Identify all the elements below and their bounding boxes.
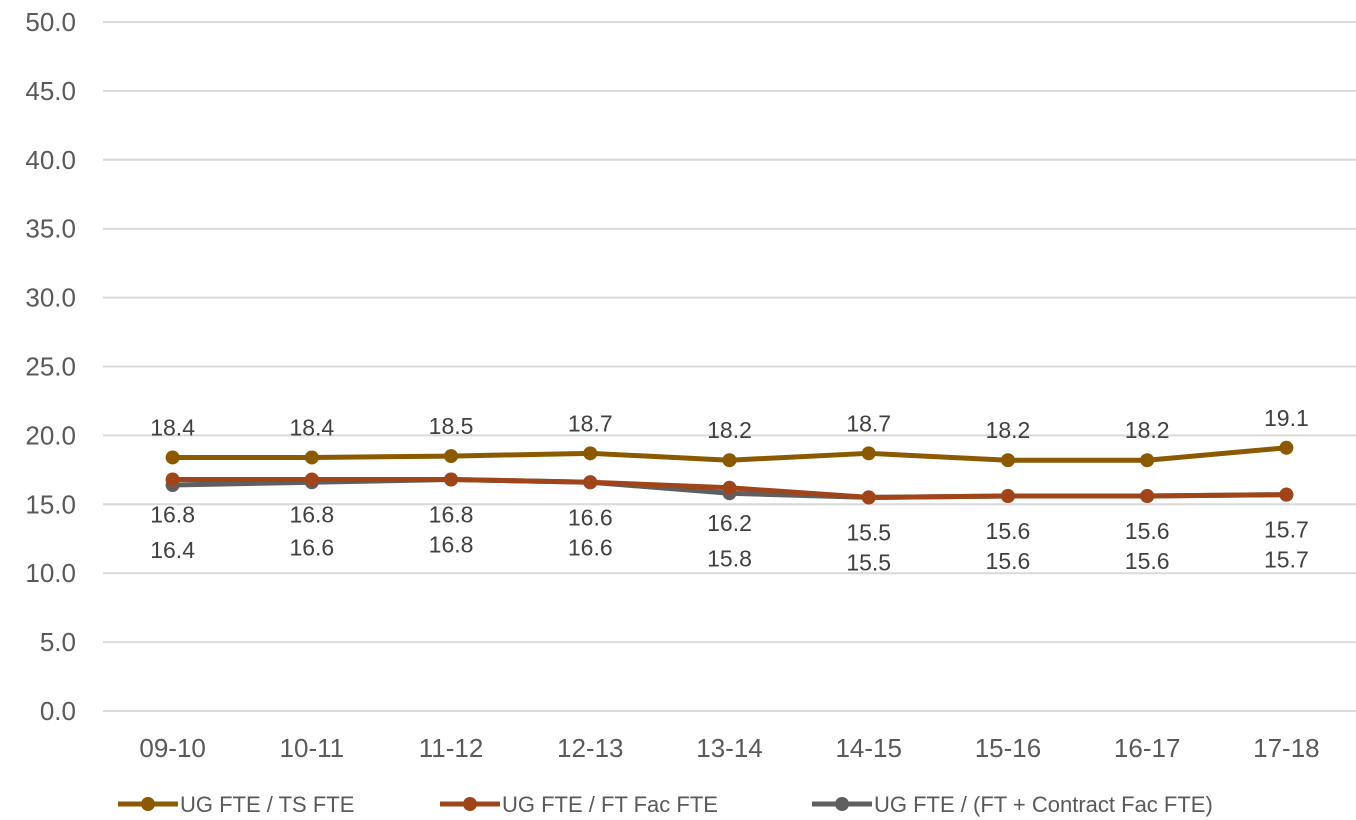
data-label: 15.5 bbox=[846, 549, 891, 575]
data-label: 15.6 bbox=[986, 518, 1031, 544]
x-tick-label: 13-14 bbox=[696, 733, 763, 763]
data-label: 18.7 bbox=[846, 410, 891, 436]
data-point bbox=[1279, 487, 1294, 502]
data-point bbox=[861, 446, 876, 461]
y-tick-label: 30.0 bbox=[25, 283, 76, 313]
data-label: 15.7 bbox=[1264, 547, 1309, 573]
y-tick-label: 45.0 bbox=[25, 76, 76, 106]
legend-marker bbox=[141, 797, 155, 811]
data-label: 18.7 bbox=[568, 410, 613, 436]
x-tick-label: 16-17 bbox=[1114, 733, 1181, 763]
x-tick-label: 14-15 bbox=[835, 733, 902, 763]
gridlines bbox=[103, 21, 1356, 712]
x-tick-label: 09-10 bbox=[139, 733, 206, 763]
legend-marker bbox=[463, 797, 477, 811]
data-label: 18.2 bbox=[707, 417, 752, 443]
y-tick-label: 5.0 bbox=[40, 627, 76, 657]
x-axis-ticks: 09-10 10-11 11-12 12-13 13-14 14-15 15-16 16-17… bbox=[139, 733, 1319, 763]
data-point bbox=[1000, 453, 1015, 468]
x-tick-label: 15-16 bbox=[975, 733, 1042, 763]
data-label: 15.6 bbox=[1125, 518, 1170, 544]
data-label: 15.6 bbox=[1125, 548, 1170, 574]
data-label: 16.2 bbox=[707, 510, 752, 536]
data-label: 18.2 bbox=[1125, 417, 1170, 443]
data-label: 19.1 bbox=[1264, 405, 1309, 431]
data-label: 16.4 bbox=[150, 537, 195, 563]
data-label: 15.6 bbox=[986, 548, 1031, 574]
legend-label: UG FTE / FT Fac FTE bbox=[502, 792, 718, 817]
data-point bbox=[722, 453, 737, 468]
data-label: 15.7 bbox=[1264, 517, 1309, 543]
data-point bbox=[304, 472, 319, 487]
data-label: 15.8 bbox=[707, 545, 752, 571]
y-axis-ticks: 0.0 5.0 10.0 15.0 20.0 25.0 30.0 35.0 40.0 45.0 50… bbox=[25, 7, 76, 726]
data-label: 16.8 bbox=[150, 501, 195, 527]
data-point bbox=[861, 490, 876, 505]
legend: UG FTE / TS FTE UG FTE / FT Fac FTE UG FTE… bbox=[118, 792, 1213, 817]
legend-label: UG FTE / (FT + Contract Fac FTE) bbox=[874, 792, 1213, 817]
x-tick-label: 11-12 bbox=[419, 733, 484, 763]
y-tick-label: 0.0 bbox=[40, 696, 76, 726]
y-tick-label: 20.0 bbox=[25, 420, 76, 450]
x-tick-label: 12-13 bbox=[557, 733, 624, 763]
series-layer bbox=[165, 440, 1294, 505]
y-tick-label: 40.0 bbox=[25, 145, 76, 175]
data-point bbox=[165, 472, 180, 487]
data-point bbox=[304, 450, 319, 465]
data-label: 16.8 bbox=[289, 501, 334, 527]
data-label: 16.8 bbox=[429, 531, 474, 557]
data-point bbox=[1140, 489, 1155, 504]
y-tick-label: 25.0 bbox=[25, 352, 76, 382]
data-label: 18.2 bbox=[986, 417, 1031, 443]
x-tick-label: 17-18 bbox=[1253, 733, 1320, 763]
y-tick-label: 10.0 bbox=[25, 558, 76, 588]
data-point bbox=[1000, 489, 1015, 504]
legend-label: UG FTE / TS FTE bbox=[180, 792, 354, 817]
y-tick-label: 15.0 bbox=[25, 489, 76, 519]
data-point bbox=[583, 475, 598, 490]
data-label: 16.6 bbox=[289, 534, 334, 560]
legend-marker bbox=[835, 797, 849, 811]
data-label: 18.4 bbox=[289, 414, 334, 440]
data-label: 16.6 bbox=[568, 504, 613, 530]
data-point bbox=[722, 480, 737, 495]
y-tick-label: 35.0 bbox=[25, 214, 76, 244]
data-label: 16.8 bbox=[429, 501, 474, 527]
data-point bbox=[1279, 440, 1294, 455]
data-point bbox=[165, 450, 180, 465]
data-point bbox=[444, 449, 459, 464]
data-labels: 18.4 18.4 18.5 18.7 18.2 18.7 18.2 18.2 19.1 16.8… bbox=[150, 405, 1309, 576]
data-label: 15.5 bbox=[846, 519, 891, 545]
data-point bbox=[444, 472, 459, 487]
data-label: 16.6 bbox=[568, 534, 613, 560]
x-tick-label: 10-11 bbox=[280, 733, 345, 763]
data-point bbox=[583, 446, 598, 461]
data-point bbox=[1140, 453, 1155, 468]
data-label: 18.5 bbox=[429, 413, 474, 439]
data-label: 18.4 bbox=[150, 414, 195, 440]
y-tick-label: 50.0 bbox=[25, 7, 76, 37]
